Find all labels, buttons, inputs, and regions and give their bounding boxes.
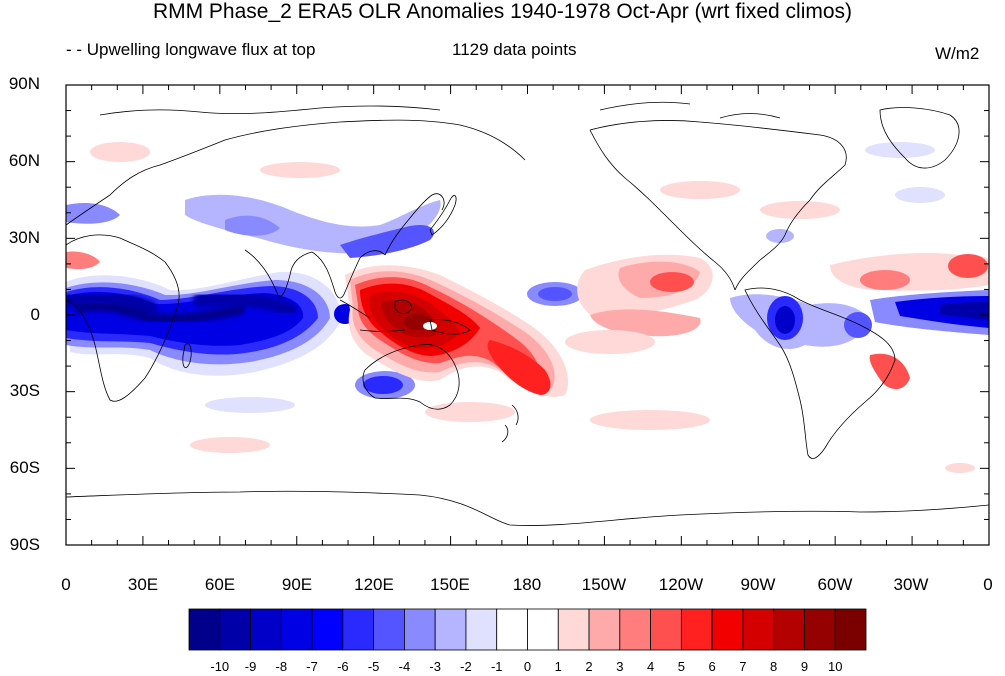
lon-label-150w: 150W xyxy=(581,575,627,594)
lon-label-90w: 90W xyxy=(740,575,776,594)
colorbar-label: -9 xyxy=(244,659,257,674)
negative-anomaly-regions xyxy=(66,142,989,413)
lon-label-30e: 30E xyxy=(127,575,159,594)
colorbar-swatch xyxy=(280,608,313,651)
colorbar-swatch xyxy=(434,608,467,651)
colorbar-label: -2 xyxy=(460,659,472,674)
coastlines xyxy=(66,101,989,526)
colorbar-swatch xyxy=(465,608,498,651)
colorbar-swatch xyxy=(834,608,867,651)
lon-label-180: 180 xyxy=(512,575,542,594)
lon-label-120e: 120E xyxy=(354,575,394,594)
colorbar-label: -4 xyxy=(398,659,411,674)
colorbar-swatch xyxy=(650,608,682,651)
colorbar-swatch xyxy=(557,608,590,651)
colorbar-swatch xyxy=(311,608,344,651)
colorbar-swatch xyxy=(188,608,221,651)
lon-label-30w: 30W xyxy=(893,575,929,594)
colorbar-swatch xyxy=(773,608,805,651)
lat-label-90n: 90N xyxy=(8,74,40,93)
lon-label-60e: 60E xyxy=(204,575,236,594)
lon-label-150e: 150E xyxy=(430,575,470,594)
lon-label-0: 0 xyxy=(61,575,71,594)
lat-label-0: 0 xyxy=(30,305,40,324)
colorbar-swatch xyxy=(588,608,621,651)
colorbar-label: -6 xyxy=(337,659,349,674)
lat-label-30n: 30N xyxy=(8,228,40,247)
colorbar-swatch xyxy=(342,608,375,651)
colorbar-label: -1 xyxy=(490,659,503,674)
colorbar-label: -7 xyxy=(306,659,318,674)
lon-label-90e: 90E xyxy=(281,575,313,594)
variable-subtitle: - - Upwelling longwave flux at top xyxy=(66,40,316,59)
colorbar-label: 4 xyxy=(646,659,655,674)
colorbar-swatch xyxy=(619,608,651,651)
colorbar-swatch xyxy=(219,608,251,651)
map-title: RMM Phase_2 ERA5 OLR Anomalies 1940-1978… xyxy=(152,0,853,23)
positive-anomaly-regions xyxy=(66,142,989,473)
colorbar-label: 7 xyxy=(739,659,747,674)
colorbar-label: 2 xyxy=(585,659,593,674)
colorbar-label: 0 xyxy=(523,659,532,674)
colorbar-swatch xyxy=(527,608,559,651)
colorbar-label: 10 xyxy=(827,659,843,674)
colorbar-label: -5 xyxy=(367,659,380,674)
axis-ticks xyxy=(65,84,990,546)
units-label: W/m2 xyxy=(935,44,980,63)
colorbar-swatch xyxy=(680,608,713,651)
colorbar-swatch xyxy=(373,608,405,651)
lat-label-30s: 30S xyxy=(9,381,40,400)
colorbar-label: 8 xyxy=(770,659,778,674)
lat-label-90s: 90S xyxy=(9,535,40,554)
colorbar-label: 5 xyxy=(677,659,685,674)
colorbar-label: 3 xyxy=(616,659,624,674)
lon-label-0-east: 0 xyxy=(983,575,993,594)
colorbar-label: -3 xyxy=(429,659,441,674)
colorbar-swatch xyxy=(711,608,744,651)
colorbar-swatch xyxy=(250,608,282,651)
colorbar-label: 6 xyxy=(708,659,716,674)
colorbar-swatch xyxy=(742,608,775,651)
lon-label-120w: 120W xyxy=(658,575,704,594)
colorbar-label: 9 xyxy=(800,659,809,674)
colorbar xyxy=(188,608,867,651)
anomaly-field xyxy=(66,85,989,545)
lat-label-60n: 60N xyxy=(8,151,40,170)
colorbar-label: -10 xyxy=(210,659,230,674)
colorbar-swatch xyxy=(804,608,836,651)
colorbar-label: -8 xyxy=(275,659,288,674)
colorbar-label: 1 xyxy=(554,659,562,674)
lon-label-60w: 60W xyxy=(817,575,853,594)
lat-label-60s: 60S xyxy=(9,458,40,477)
data-points-subtitle: 1129 data points xyxy=(452,40,577,59)
colorbar-swatch xyxy=(496,608,528,651)
colorbar-swatch xyxy=(404,608,436,651)
